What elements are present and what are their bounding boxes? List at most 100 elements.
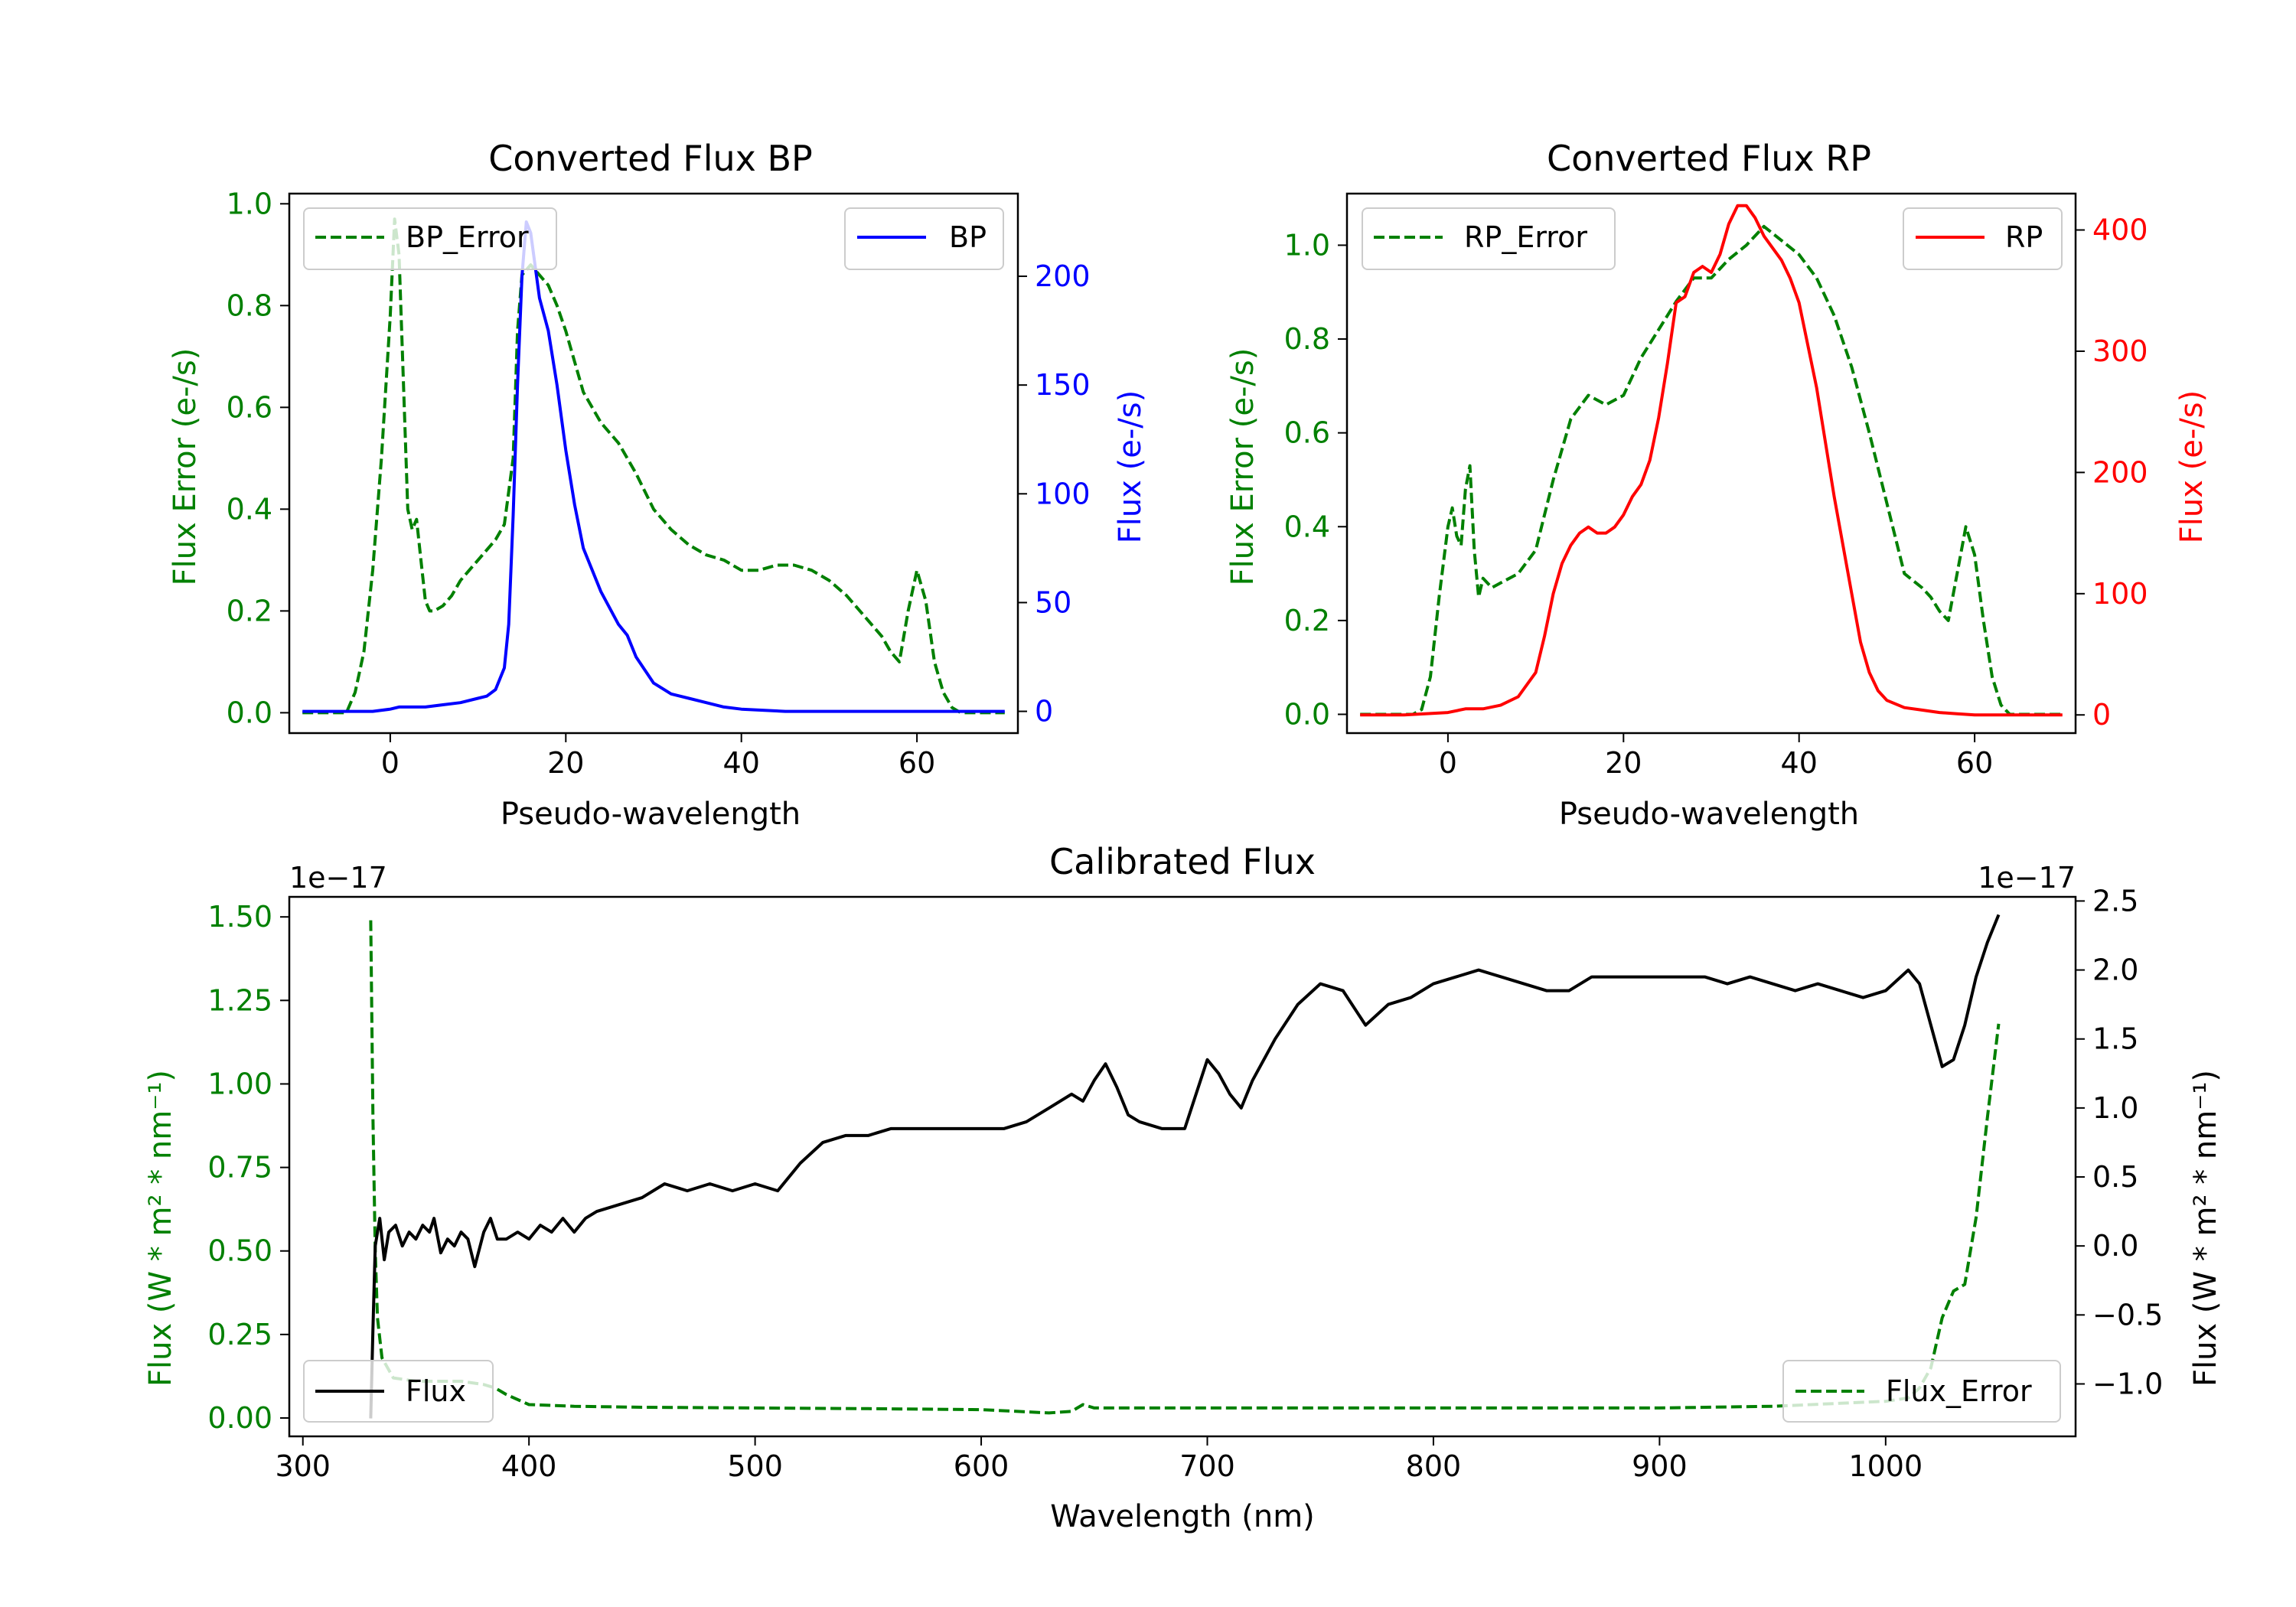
cal-ytick-right-label: −1.0 — [2092, 1367, 2163, 1400]
cal-error-line — [369, 920, 2001, 1415]
cal-ytick-right-label: 1.5 — [2092, 1022, 2138, 1056]
rp-title: Converted Flux RP — [1547, 138, 1871, 179]
bp-xtick-label: 40 — [723, 746, 760, 780]
cal-ytick-left-label: 0.50 — [207, 1234, 272, 1268]
rp-legend-error-box — [1362, 207, 1616, 270]
cal-xtick-label: 600 — [954, 1449, 1009, 1483]
cal-ytick-left-label: 1.50 — [207, 900, 272, 934]
cal-xlabel: Wavelength (nm) — [1050, 1499, 1315, 1534]
cal-xtick-label: 300 — [275, 1449, 331, 1483]
bp-ytick-right-label: 200 — [1035, 259, 1091, 293]
bp-ytick-right-label: 150 — [1035, 368, 1091, 402]
bp-plot-frame — [288, 192, 1019, 735]
rp-xtick-label: 20 — [1605, 746, 1642, 780]
bp-ytick-right-label: 100 — [1035, 477, 1091, 510]
bp-legend-error: BP_Error — [303, 207, 557, 270]
cal-ytick-right-label: 2.5 — [2092, 884, 2138, 918]
bp-chart: Converted Flux BP 0.0 0.2 0.4 0.6 0.8 1.0 0 50… — [168, 138, 1148, 832]
rp-ytick-right-label: 0 — [2092, 698, 2111, 732]
rp-ytick-right-label: 300 — [2092, 334, 2148, 368]
rp-xtick-label: 60 — [1956, 746, 1993, 780]
bp-ytick-right-label: 0 — [1035, 695, 1053, 729]
bp-ytick-left-label: 0.6 — [227, 390, 272, 424]
cal-left-axis: 0.00 0.25 0.50 0.75 1.00 1.25 1.50 — [207, 900, 289, 1435]
rp-ytick-left-label: 1.0 — [1284, 228, 1330, 262]
cal-legend-error: Flux_Error — [1782, 1360, 2061, 1423]
rp-xtick-label: 40 — [1781, 746, 1818, 780]
rp-ytick-left-label: 0.4 — [1284, 510, 1330, 543]
bp-xlabel: Pseudo-wavelength — [501, 797, 801, 832]
cal-legend-flux: Flux — [303, 1360, 494, 1423]
rp-xtick-label: 0 — [1439, 746, 1457, 780]
cal-xtick-label: 400 — [501, 1449, 557, 1483]
cal-legend-error-label: Flux_Error — [1886, 1374, 2032, 1408]
bp-ytick-left-label: 0.4 — [227, 492, 272, 526]
bp-error-line — [302, 217, 1005, 715]
cal-offset-right: 1e−17 — [1978, 861, 2076, 895]
cal-ytick-left-label: 0.25 — [207, 1318, 272, 1351]
rp-left-axis: 0.0 0.2 0.4 0.6 0.8 1.0 — [1284, 228, 1347, 731]
bp-title: Converted Flux BP — [488, 138, 813, 179]
bp-legend-error-label: BP_Error — [406, 220, 529, 254]
rp-legend-error: RP_Error — [1362, 207, 1616, 270]
rp-x-axis: 0 20 40 60 — [1439, 733, 1993, 780]
cal-xtick-label: 500 — [727, 1449, 783, 1483]
cal-legend-flux-box — [303, 1360, 494, 1423]
bp-right-axis: 0 50 100 150 200 — [1018, 259, 1091, 729]
cal-ytick-right-label: 2.0 — [2092, 953, 2138, 987]
cal-ytick-right-label: 0.0 — [2092, 1229, 2138, 1263]
cal-ytick-left-label: 1.25 — [207, 983, 272, 1017]
rp-xlabel: Pseudo-wavelength — [1559, 797, 1859, 832]
bp-ytick-right-label: 50 — [1035, 585, 1071, 619]
bp-ytick-left-label: 1.0 — [227, 187, 272, 220]
rp-right-axis: 0 100 200 300 400 — [2076, 214, 2148, 732]
rp-legend-error-label: RP_Error — [1464, 220, 1587, 254]
bp-legend-error-box — [303, 207, 557, 270]
cal-xtick-label: 1000 — [1848, 1449, 1923, 1483]
cal-ylabel-left: Flux (W * m² * nm⁻¹) — [143, 1070, 178, 1387]
cal-x-axis: 300 400 500 600 700 800 900 1000 — [275, 1436, 1923, 1483]
rp-ytick-right-label: 400 — [2092, 214, 2148, 247]
cal-ytick-left-label: 0.75 — [207, 1151, 272, 1185]
bp-ytick-left-label: 0.2 — [227, 594, 272, 627]
bp-x-axis: 0 20 40 60 — [381, 733, 935, 780]
cal-title: Calibrated Flux — [1049, 841, 1316, 882]
bp-ytick-left-label: 0.8 — [227, 288, 272, 322]
cal-ytick-right-label: 0.5 — [2092, 1160, 2138, 1194]
rp-ytick-right-label: 200 — [2092, 455, 2148, 489]
rp-ytick-right-label: 100 — [2092, 577, 2148, 611]
bp-xtick-label: 60 — [899, 746, 935, 780]
bp-ylabel-left: Flux Error (e-/s) — [168, 348, 203, 586]
cal-legend-flux-label: Flux — [406, 1374, 466, 1408]
cal-offset-left: 1e−17 — [289, 861, 387, 895]
cal-ytick-left-label: 1.00 — [207, 1067, 272, 1100]
bp-ylabel-right: Flux (e-/s) — [1113, 390, 1148, 543]
bp-legend-flux: BP — [844, 207, 1004, 270]
rp-ytick-left-label: 0.6 — [1284, 416, 1330, 450]
rp-plot-frame — [1345, 192, 2077, 735]
bp-flux-line — [302, 220, 1005, 713]
rp-legend-flux-label: RP — [2005, 220, 2043, 254]
rp-ytick-left-label: 0.2 — [1284, 604, 1330, 637]
rp-ytick-left-label: 0.8 — [1284, 322, 1330, 356]
cal-xtick-label: 700 — [1179, 1449, 1235, 1483]
cal-ytick-right-label: −0.5 — [2092, 1298, 2163, 1332]
rp-flux-line — [1360, 204, 2063, 717]
bp-xtick-label: 0 — [381, 746, 400, 780]
calibrated-chart: Calibrated Flux 1e−17 1e−17 0.000.250.50… — [143, 841, 2223, 1534]
bp-legend-flux-label: BP — [949, 220, 987, 254]
rp-chart: Converted Flux RP 0.0 0.2 0.4 0.6 0.8 1.0 0 10… — [1225, 138, 2210, 832]
bp-ytick-left-label: 0.0 — [227, 696, 272, 729]
cal-plot-frame — [288, 895, 2077, 1438]
rp-ytick-left-label: 0.0 — [1284, 697, 1330, 731]
cal-ytick-left-label: 0.00 — [207, 1401, 272, 1435]
cal-xtick-label: 900 — [1632, 1449, 1688, 1483]
rp-ylabel-right: Flux (e-/s) — [2174, 390, 2210, 543]
rp-ylabel-left: Flux Error (e-/s) — [1225, 348, 1261, 586]
cal-xtick-label: 800 — [1406, 1449, 1462, 1483]
cal-legend-error-box — [1782, 1360, 2061, 1423]
cal-flux-line — [369, 914, 2001, 1419]
bp-xtick-label: 20 — [547, 746, 584, 780]
cal-ylabel-right: Flux (W * m² * nm⁻¹) — [2188, 1070, 2223, 1387]
